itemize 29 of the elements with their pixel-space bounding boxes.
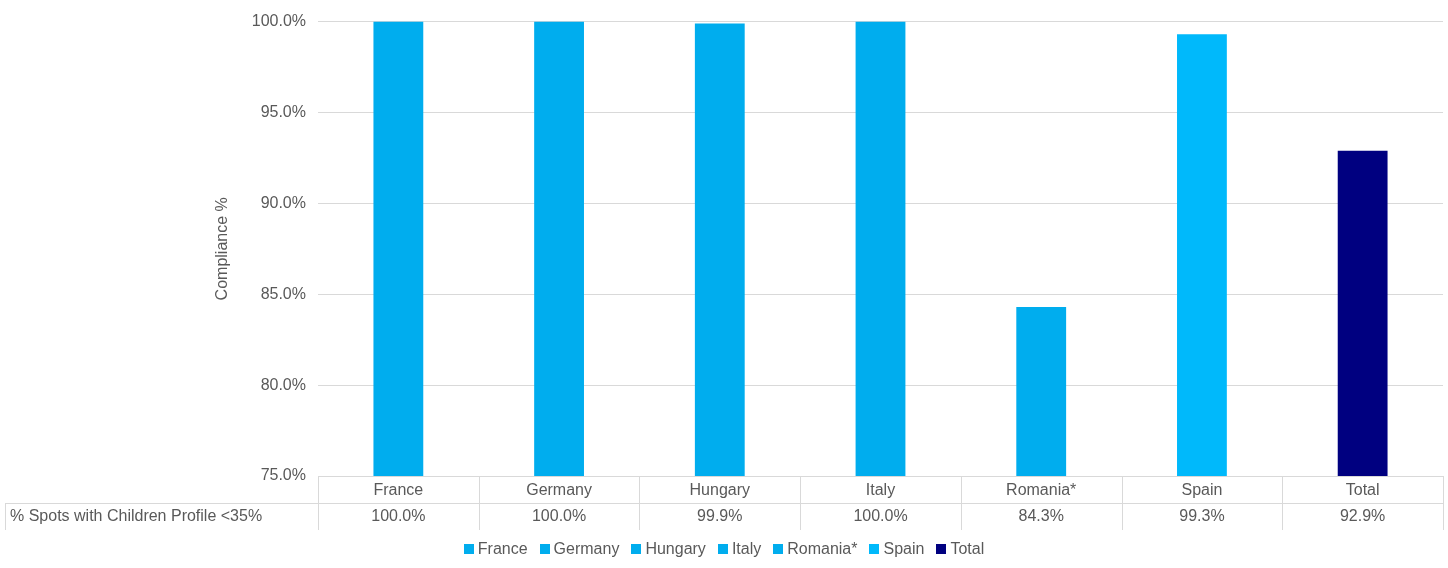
x-tick-label: Italy xyxy=(865,481,896,499)
y-tick-label: 85.0% xyxy=(260,284,306,302)
y-tick-label: 90.0% xyxy=(260,193,306,211)
x-tick-label: Germany xyxy=(526,481,592,499)
x-tick-label: Romania* xyxy=(1006,481,1077,499)
x-tick-label: Total xyxy=(1345,481,1380,499)
category-label: Total xyxy=(950,540,985,557)
x-tick-label: Hungary xyxy=(689,481,751,499)
y-tick-label: 100.0% xyxy=(251,12,306,30)
category-label: France xyxy=(477,540,528,557)
data-label: 92.9% xyxy=(1339,506,1386,524)
category-label: Romania* xyxy=(787,540,858,557)
y-tick-label: 75.0% xyxy=(260,466,306,484)
data-label: 99.9% xyxy=(697,506,743,524)
category-label: Hungary xyxy=(645,540,706,557)
data-label: 100.0% xyxy=(371,506,426,524)
y-tick-label: 80.0% xyxy=(260,375,306,393)
data-label: 84.3% xyxy=(1018,506,1064,524)
data-label: 100.0% xyxy=(531,506,587,524)
x-tick-label: Spain xyxy=(1181,481,1223,499)
category-label: Italy xyxy=(731,540,762,557)
data-label: 99.3% xyxy=(1179,506,1225,524)
data-label: 100.0% xyxy=(853,506,908,524)
category-label: Germany xyxy=(553,540,620,557)
text: % Spots with Children Profile <35% xyxy=(10,506,263,524)
y-axis-title: Compliance % xyxy=(213,197,231,301)
x-tick-label: France xyxy=(373,481,424,499)
category-label: Spain xyxy=(883,540,925,557)
y-tick-label: 95.0% xyxy=(260,102,306,120)
